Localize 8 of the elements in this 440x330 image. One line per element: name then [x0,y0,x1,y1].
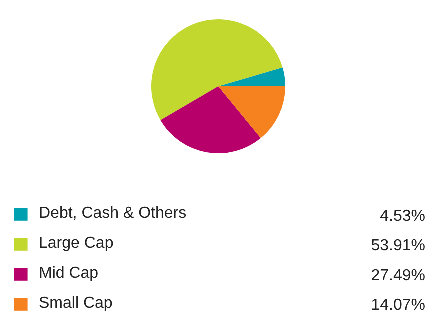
legend-label: Debt, Cash & Others [39,205,187,224]
legend-label: Mid Cap [39,265,99,284]
data-label: 27.49% [371,267,426,284]
data-label: 53.91% [371,238,426,255]
legend-label: Small Cap [39,295,113,314]
legend-label: Large Cap [39,235,114,254]
data-label: 4.53% [380,208,426,225]
data-label: 14.07% [371,297,426,314]
